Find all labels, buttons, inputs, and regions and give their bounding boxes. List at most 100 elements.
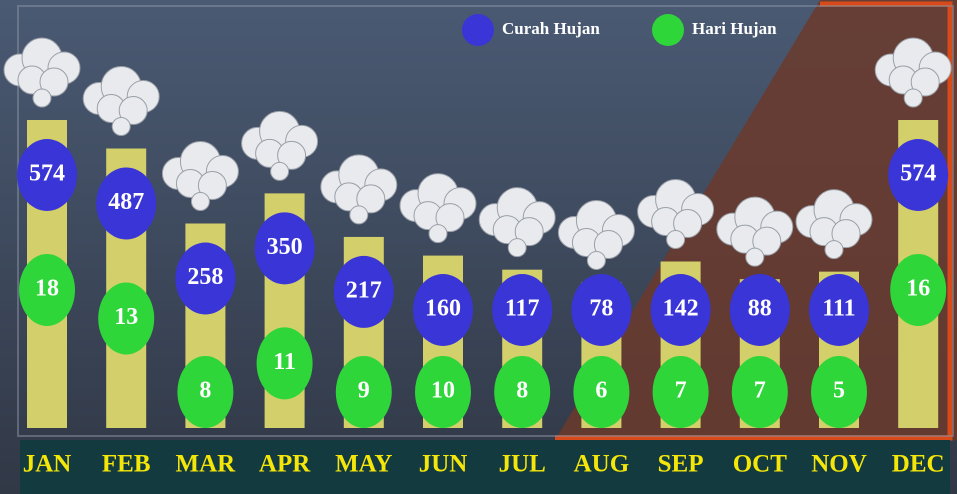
curah-marker [333,255,394,328]
hari-label: 10 [431,378,455,404]
cloud-puff [118,95,148,125]
curah-label: 142 [663,296,699,322]
legend-swatch [462,14,494,46]
cloud-puff [428,224,448,244]
hari-marker [573,356,630,428]
curah-marker [96,167,157,240]
cloud-icon [478,187,556,258]
curah-label: 117 [505,296,540,322]
curah-label: 88 [748,296,772,322]
hari-marker [256,327,313,400]
curah-marker [254,212,315,285]
hari-label: 8 [199,378,211,404]
cloud-puff [910,67,940,97]
curah-label: 574 [29,161,65,187]
curah-marker [175,242,236,315]
x-tick-label: JUL [499,451,546,478]
x-tick-label: NOV [811,451,867,478]
cloud-icon [716,196,794,267]
curah-marker [571,274,632,346]
hari-marker [19,254,75,326]
hari-label: 18 [35,276,59,302]
cloud-icon [82,65,160,136]
cloud-icon [874,37,952,108]
cloud-puff [752,226,782,256]
curah-label: 258 [187,264,223,290]
cloud-icon [795,189,873,260]
cloud-puff [270,161,290,181]
cloud-puff [593,229,623,259]
cloud-puff [831,219,861,249]
hari-label: 8 [516,378,528,404]
cloud-icon [3,37,81,108]
hari-label: 9 [358,378,370,404]
curah-label: 217 [346,277,382,303]
cloud-puff [190,191,210,211]
legend-label: Hari Hujan [692,19,777,38]
curah-marker [809,274,869,346]
hari-marker [415,356,471,428]
cloud-icon [637,178,715,249]
x-tick-label: AUG [574,451,630,478]
legend-swatch [652,14,684,46]
hari-marker [177,356,234,428]
cloud-puff [903,88,923,108]
cloud-puff [349,205,369,225]
cloud-puff [673,208,703,238]
hari-marker [811,356,867,428]
curah-marker [492,274,553,346]
curah-marker [17,139,77,211]
frame [555,1,953,441]
hari-label: 6 [595,378,607,404]
hari-marker [652,356,709,428]
cloud-puff [32,88,52,108]
hari-marker [335,356,392,428]
hari-label: 7 [754,378,766,404]
x-tick-label: JAN [23,451,72,478]
frame [17,5,954,437]
curah-label: 350 [267,234,303,260]
hari-label: 11 [273,349,296,375]
cloud-puff [39,67,69,97]
x-tick-label: DEC [892,451,945,478]
cloud-puff [514,217,544,247]
curah-marker [413,274,473,346]
month-band [20,440,950,494]
curah-marker [729,274,790,346]
curah-label: 574 [900,161,936,187]
cloud-puff [277,140,307,170]
hari-label: 13 [114,304,138,330]
curah-marker [650,274,711,346]
cloud-icon [399,173,477,244]
curah-label: 78 [589,296,613,322]
hari-marker [494,356,551,428]
cloud-icon [320,154,398,225]
x-tick-label: MAY [335,451,392,478]
hari-marker [98,282,155,355]
hari-label: 7 [675,378,687,404]
hari-marker [890,254,947,326]
cloud-icon [161,140,239,211]
cloud-puff [507,238,527,258]
x-tick-label: MAR [176,451,237,478]
x-tick-label: SEP [658,451,704,478]
legend-label: Curah Hujan [502,19,600,38]
cloud-puff [745,247,765,267]
hari-marker [731,356,788,428]
cloud-puff [586,250,606,270]
cloud-puff [197,170,227,200]
cloud-puff [435,203,465,233]
cloud-puff [824,240,844,260]
curah-label: 160 [425,296,461,322]
x-tick-label: FEB [102,451,151,478]
cloud-puff [356,184,386,214]
x-tick-label: JUN [419,451,468,478]
cloud-puff [111,116,131,136]
hari-label: 5 [833,378,845,404]
x-tick-label: OCT [733,451,788,478]
curah-label: 487 [108,189,144,215]
cloud-icon [557,199,635,270]
curah-marker [888,139,949,211]
hari-label: 16 [906,276,930,302]
